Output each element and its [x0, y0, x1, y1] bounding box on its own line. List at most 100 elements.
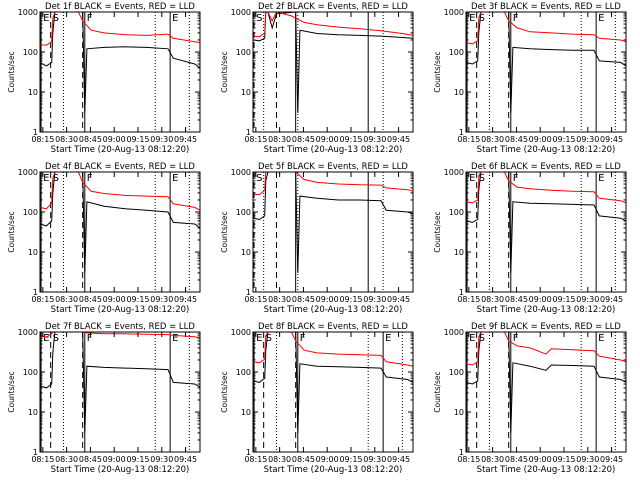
x-tick-label: 09:00 — [103, 295, 126, 304]
x-tick-label: 08:15 — [457, 135, 480, 144]
x-tick-label: 09:15 — [339, 135, 362, 144]
y-axis-label: Counts/sec — [220, 371, 229, 412]
x-tick-label: 09:15 — [126, 295, 149, 304]
event-marker-label: F — [300, 333, 306, 344]
y-tick-label: 10 — [454, 88, 464, 97]
lld-series-line — [252, 171, 414, 196]
x-tick-label: 09:30 — [576, 295, 599, 304]
y-tick-label: 10 — [241, 248, 251, 257]
y-tick-label: 1000 — [231, 328, 251, 337]
event-marker-label: S — [266, 333, 272, 344]
chart-title: Det 1f BLACK = Events, RED = LLD — [45, 2, 195, 12]
x-tick-label: 08:15 — [244, 455, 267, 464]
event-marker-label: E — [172, 13, 178, 24]
x-tick-label: 08:30 — [55, 455, 78, 464]
y-tick-label: 1 — [33, 128, 38, 137]
x-tick-label: 08:15 — [31, 295, 54, 304]
chart-title: Det 7f BLACK = Events, RED = LLD — [45, 322, 195, 332]
y-tick-label: 1 — [246, 128, 251, 137]
y-axis-label: Counts/sec — [220, 211, 229, 252]
event-marker-label: E — [172, 333, 178, 344]
chart-title: Det 2f BLACK = Events, RED = LLD — [258, 2, 408, 12]
y-tick-label: 10 — [28, 88, 38, 97]
x-tick-label: 08:30 — [268, 135, 291, 144]
events-series-line — [39, 11, 201, 113]
x-axis-label: Start Time (20-Aug-13 08:12:20) — [264, 305, 403, 315]
x-tick-label: 09:45 — [387, 135, 410, 144]
x-tick-label: 08:15 — [31, 455, 54, 464]
x-axis-label: Start Time (20-Aug-13 08:12:20) — [264, 465, 403, 475]
x-tick-label: 09:45 — [600, 455, 623, 464]
event-marker-label: F — [513, 333, 519, 344]
y-tick-label: 10 — [241, 408, 251, 417]
y-tick-label: 1000 — [18, 168, 38, 177]
y-axis-label: Counts/sec — [7, 371, 16, 412]
x-tick-label: 08:45 — [79, 455, 102, 464]
event-marker-label: S — [53, 173, 59, 184]
x-tick-label: 09:00 — [103, 135, 126, 144]
y-tick-label: 100 — [236, 368, 251, 377]
x-axis-label: Start Time (20-Aug-13 08:12:20) — [477, 145, 616, 155]
x-tick-label: 08:45 — [292, 455, 315, 464]
event-marker-label: E — [172, 173, 178, 184]
events-series-line — [252, 171, 414, 273]
y-tick-label: 1000 — [18, 8, 38, 17]
x-tick-label: 08:45 — [292, 135, 315, 144]
y-tick-label: 1000 — [18, 328, 38, 337]
plot-frame — [465, 331, 627, 453]
x-tick-label: 09:45 — [174, 455, 197, 464]
plot-frame — [252, 171, 414, 293]
x-tick-label: 09:00 — [316, 295, 339, 304]
lld-series-line — [39, 331, 201, 339]
y-tick-label: 10 — [454, 408, 464, 417]
events-series-line — [465, 11, 627, 113]
y-tick-label: 10 — [241, 88, 251, 97]
event-marker-label: E — [598, 333, 604, 344]
event-marker-label: S — [479, 333, 485, 344]
event-marker-label: S — [256, 173, 262, 184]
event-marker-label: S — [479, 173, 485, 184]
plot-frame — [252, 331, 414, 453]
x-tick-label: 08:45 — [79, 135, 102, 144]
event-marker-label: E — [43, 13, 49, 24]
y-axis-label: Counts/sec — [433, 371, 442, 412]
plot-frame — [252, 11, 414, 133]
event-marker-label: E — [469, 173, 475, 184]
x-axis-label: Start Time (20-Aug-13 08:12:20) — [264, 145, 403, 155]
event-marker-label: S — [256, 13, 262, 24]
x-tick-label: 08:45 — [505, 295, 528, 304]
x-tick-label: 09:45 — [174, 135, 197, 144]
event-marker-label: E — [43, 333, 49, 344]
y-tick-label: 10 — [28, 248, 38, 257]
x-tick-label: 09:15 — [126, 455, 149, 464]
x-tick-label: 08:30 — [481, 295, 504, 304]
plot-frame — [465, 171, 627, 293]
event-marker-label: E — [598, 173, 604, 184]
x-tick-label: 09:30 — [576, 135, 599, 144]
x-tick-label: 09:00 — [316, 135, 339, 144]
x-tick-label: 09:15 — [552, 135, 575, 144]
x-axis-label: Start Time (20-Aug-13 08:12:20) — [477, 465, 616, 475]
lld-series-line — [252, 331, 414, 367]
x-tick-label: 08:30 — [55, 135, 78, 144]
y-tick-label: 100 — [236, 48, 251, 57]
event-marker-label: E — [385, 333, 391, 344]
lld-series-line — [465, 171, 627, 204]
events-series-line — [465, 331, 627, 433]
plot-frame — [39, 11, 201, 133]
x-tick-label: 09:15 — [552, 295, 575, 304]
x-tick-label: 09:30 — [150, 295, 173, 304]
x-tick-label: 09:45 — [387, 295, 410, 304]
event-marker-label: E — [256, 333, 262, 344]
x-tick-label: 09:45 — [387, 455, 410, 464]
x-tick-label: 09:30 — [150, 455, 173, 464]
y-tick-label: 1000 — [231, 168, 251, 177]
